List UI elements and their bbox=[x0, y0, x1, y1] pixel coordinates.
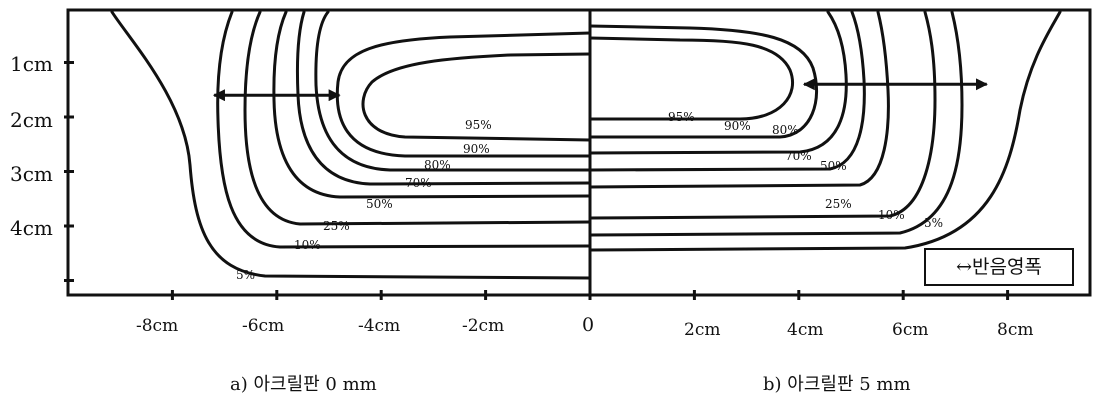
isodose-line bbox=[588, 24, 818, 139]
caption-b: b) 아크릴판 5 mm bbox=[763, 374, 911, 395]
isodose-label: 5% bbox=[924, 216, 943, 230]
x-tick-label: 6cm bbox=[892, 320, 929, 340]
isodose-labels: 95%90%80%70%50%25%10%5%95%90% 80%70%50%25… bbox=[236, 110, 943, 282]
isodose-label: 80% bbox=[424, 158, 451, 172]
x-tick-label: -8cm bbox=[136, 316, 179, 336]
isodose-label: 90% bbox=[463, 142, 490, 156]
axis-ticks bbox=[64, 61, 1010, 300]
isodose-label: 50% bbox=[366, 197, 393, 211]
isodose-line bbox=[216, 10, 592, 249]
isodose-line bbox=[588, 10, 866, 172]
legend-label: ↔반음영폭 bbox=[956, 256, 1042, 278]
x-tick-label: 4cm bbox=[787, 320, 824, 340]
y-tick-label: 1cm bbox=[10, 52, 53, 76]
isodose-line bbox=[588, 10, 964, 237]
x-tick-label: -6cm bbox=[242, 316, 285, 336]
isodose-line bbox=[588, 10, 848, 155]
isodose-line bbox=[272, 10, 592, 199]
width-arrows bbox=[212, 78, 988, 102]
isodose-curves bbox=[110, 10, 1062, 280]
isodose-label: 95% bbox=[465, 118, 492, 132]
isodose-line bbox=[110, 10, 592, 280]
y-tick-label: 2cm bbox=[10, 108, 53, 132]
isodose-label: 95% bbox=[668, 110, 695, 124]
x-tick-label: 0 bbox=[582, 314, 595, 336]
x-tick-label: -2cm bbox=[462, 316, 505, 336]
x-tick-label: -4cm bbox=[358, 316, 401, 336]
isodose-label: 70% bbox=[785, 149, 812, 163]
isodose-label: 90% bbox=[724, 119, 751, 133]
isodose-label: 25% bbox=[825, 197, 852, 211]
y-tick-label: 4cm bbox=[10, 216, 53, 240]
isodose-line bbox=[588, 10, 890, 189]
caption-a: a) 아크릴판 0 mm bbox=[230, 374, 377, 395]
isodose-label: 25% bbox=[323, 219, 350, 233]
isodose-line bbox=[588, 10, 1062, 252]
isodose-line bbox=[588, 36, 794, 121]
y-tick-label: 3cm bbox=[10, 162, 53, 186]
isodose-line bbox=[361, 52, 592, 142]
isodose-line bbox=[588, 10, 937, 220]
plot-frame bbox=[66, 8, 1092, 297]
isodose-label: 10% bbox=[294, 238, 321, 252]
isodose-label: 70% bbox=[405, 176, 432, 190]
x-tick-label: 2cm bbox=[684, 320, 721, 340]
x-tick-label: 8cm bbox=[997, 320, 1034, 340]
legend-box: ↔반음영폭 bbox=[924, 248, 1074, 286]
isodose-line bbox=[243, 10, 592, 226]
isodose-label: 50% bbox=[820, 159, 847, 173]
isodose-line bbox=[335, 31, 592, 158]
isodose-label: 5% bbox=[236, 268, 255, 282]
isodose-label: 10% bbox=[878, 208, 905, 222]
isodose-label: 80% bbox=[772, 123, 799, 137]
